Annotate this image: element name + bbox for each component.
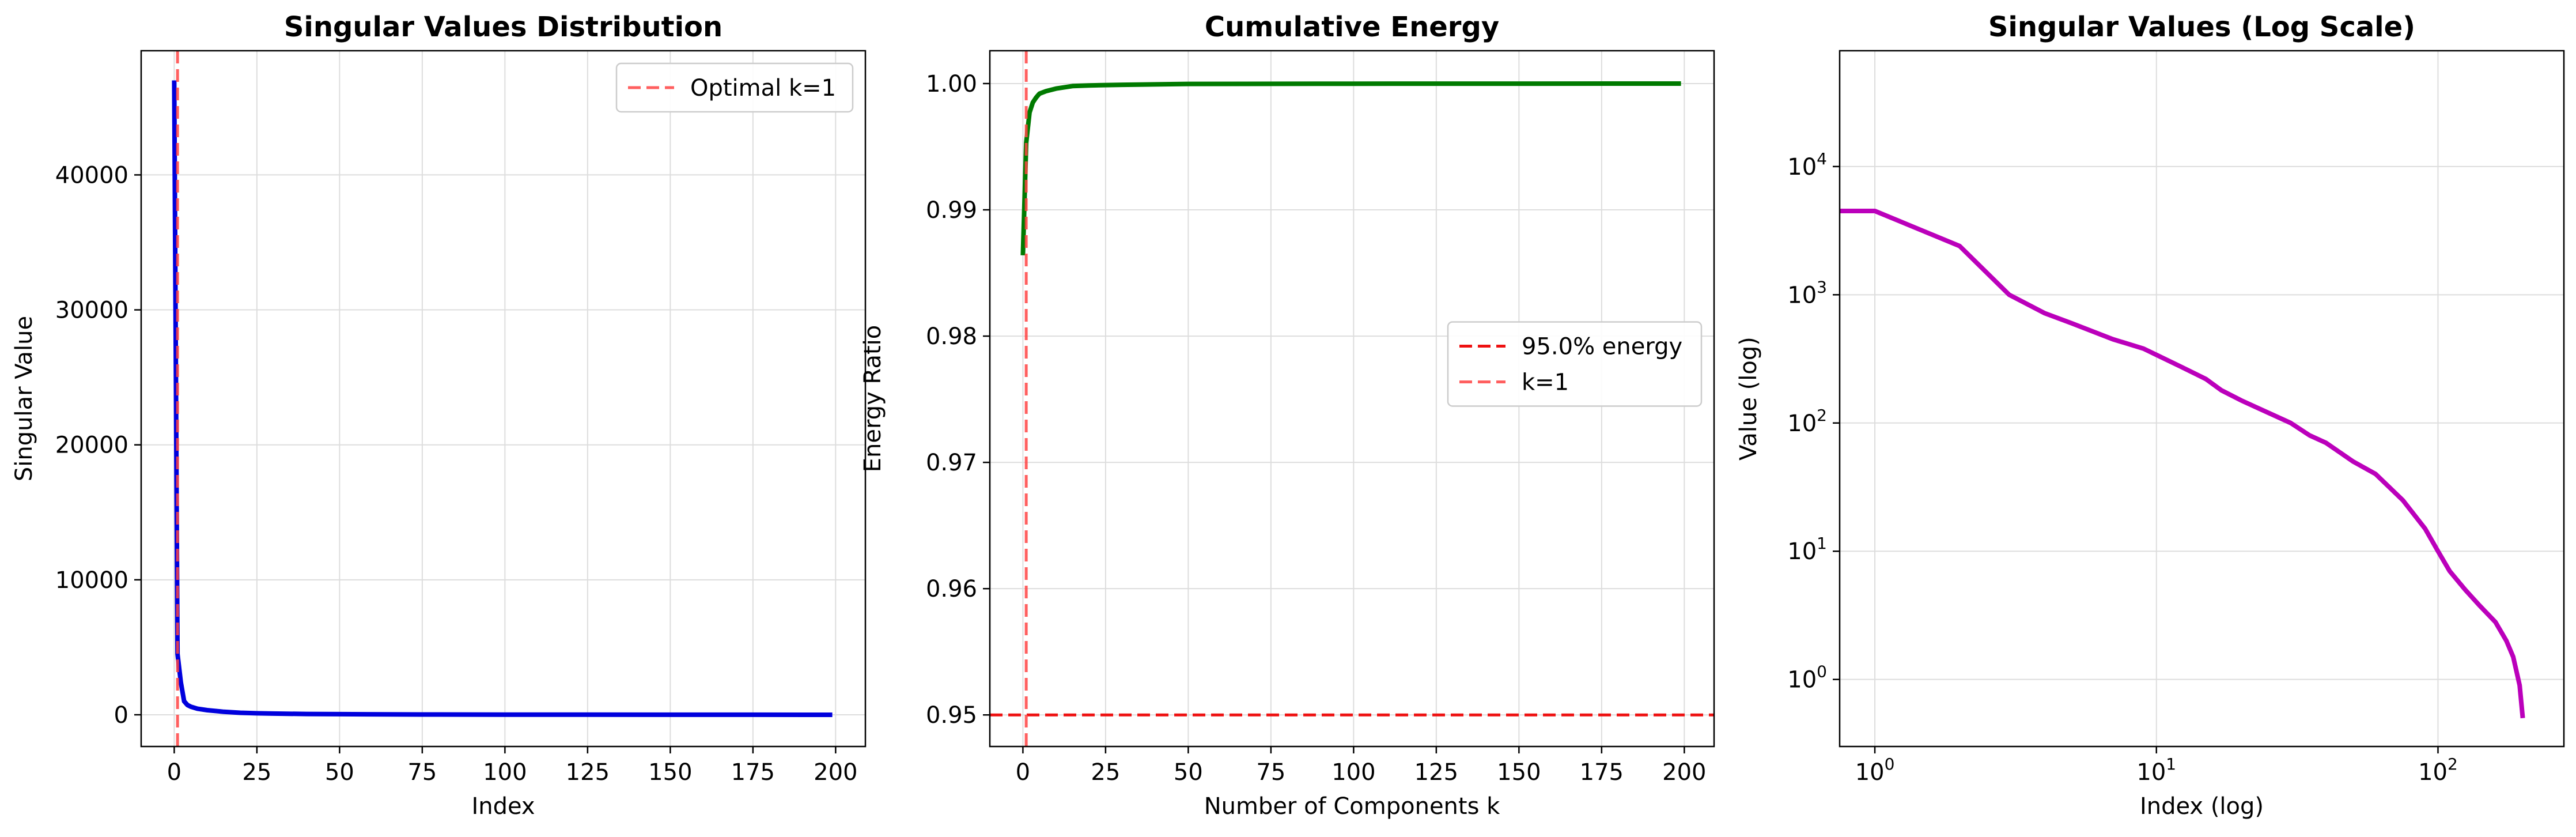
- legend: 95.0% energy k=1: [1447, 321, 1703, 407]
- x-tick-label: 101: [2136, 755, 2176, 786]
- x-axis-label: Number of Components k: [1204, 793, 1500, 820]
- y-tick-label: 0.95: [926, 702, 977, 729]
- y-tick-label: 0.99: [926, 197, 977, 224]
- y-tick-label: 101: [1787, 534, 1827, 565]
- legend-box: [615, 62, 854, 113]
- series-line-1: [1020, 81, 1681, 256]
- x-tick-label: 100: [1855, 755, 1895, 786]
- legend-label: 95.0% energy: [1522, 334, 1682, 360]
- y-axis-label: Singular Value: [11, 316, 37, 481]
- x-tick-label: 150: [648, 759, 692, 786]
- x-tick-label: 175: [731, 759, 775, 786]
- legend-label: k=1: [1522, 370, 1569, 396]
- panel-2: 0 25 50 75 100 125 150 175 200 0.95 0.96 0.97 0.98 0.…: [860, 11, 1715, 820]
- x-tick-label: 0: [1016, 759, 1030, 786]
- y-tick-label: 104: [1787, 149, 1827, 180]
- x-tick-label: 200: [814, 759, 857, 786]
- y-tick-label: 0.97: [926, 450, 977, 476]
- x-tick-label: 200: [1662, 759, 1706, 786]
- chart-title: Singular Values (Log Scale): [1988, 11, 2415, 43]
- y-tick-label: 0: [114, 702, 128, 729]
- x-tick-label: 150: [1497, 759, 1541, 786]
- x-tick-label: 25: [242, 759, 271, 786]
- x-tick-label: 25: [1091, 759, 1120, 786]
- chart-title: Cumulative Energy: [1205, 11, 1499, 43]
- x-tick-label: 75: [1256, 759, 1285, 786]
- axes-frame: [1839, 50, 2565, 748]
- x-tick-label: 0: [167, 759, 181, 786]
- y-axis-label: Energy Ratio: [860, 325, 886, 472]
- series-line-1: [1840, 209, 2525, 719]
- legend-box: [1447, 321, 1703, 407]
- y-tick-label: 1.00: [926, 71, 977, 97]
- y-tick-label: 30000: [55, 297, 128, 324]
- y-tick-label: 0.96: [926, 576, 977, 602]
- x-tick-label: 125: [566, 759, 610, 786]
- chart-title: Singular Values Distribution: [284, 11, 723, 43]
- y-tick-label: 103: [1787, 277, 1827, 308]
- panel-3: 100 101 102 100 101 102 103 104 Singular Values …: [1735, 11, 2565, 820]
- y-tick-label: 20000: [55, 432, 128, 459]
- y-tick-label: 40000: [55, 162, 128, 188]
- legend-label: Optimal k=1: [690, 75, 836, 101]
- x-tick-label: 100: [483, 759, 527, 786]
- x-tick-label: 50: [1174, 759, 1203, 786]
- x-tick-label: 75: [407, 759, 437, 786]
- axes-frame: [140, 50, 867, 748]
- x-tick-label: 125: [1414, 759, 1458, 786]
- x-tick-label: 175: [1580, 759, 1624, 786]
- legend: Optimal k=1: [615, 62, 854, 113]
- y-tick-label: 100: [1787, 662, 1827, 693]
- y-tick-label: 102: [1787, 406, 1827, 437]
- x-tick-label: 102: [2418, 755, 2458, 786]
- x-axis-label: Index (log): [2140, 793, 2264, 820]
- y-axis-label: Value (log): [1735, 337, 1762, 461]
- axes-frame: [989, 50, 1715, 748]
- panel-1: 0 25 50 75 100 125 150 175 200 0 10000 20000 30000 40…: [11, 11, 867, 820]
- y-tick-label: 10000: [55, 567, 128, 594]
- x-tick-label: 50: [325, 759, 354, 786]
- x-tick-label: 100: [1331, 759, 1375, 786]
- x-axis-label: Index: [471, 793, 535, 820]
- series-line-1: [172, 80, 833, 717]
- y-tick-label: 0.98: [926, 323, 977, 350]
